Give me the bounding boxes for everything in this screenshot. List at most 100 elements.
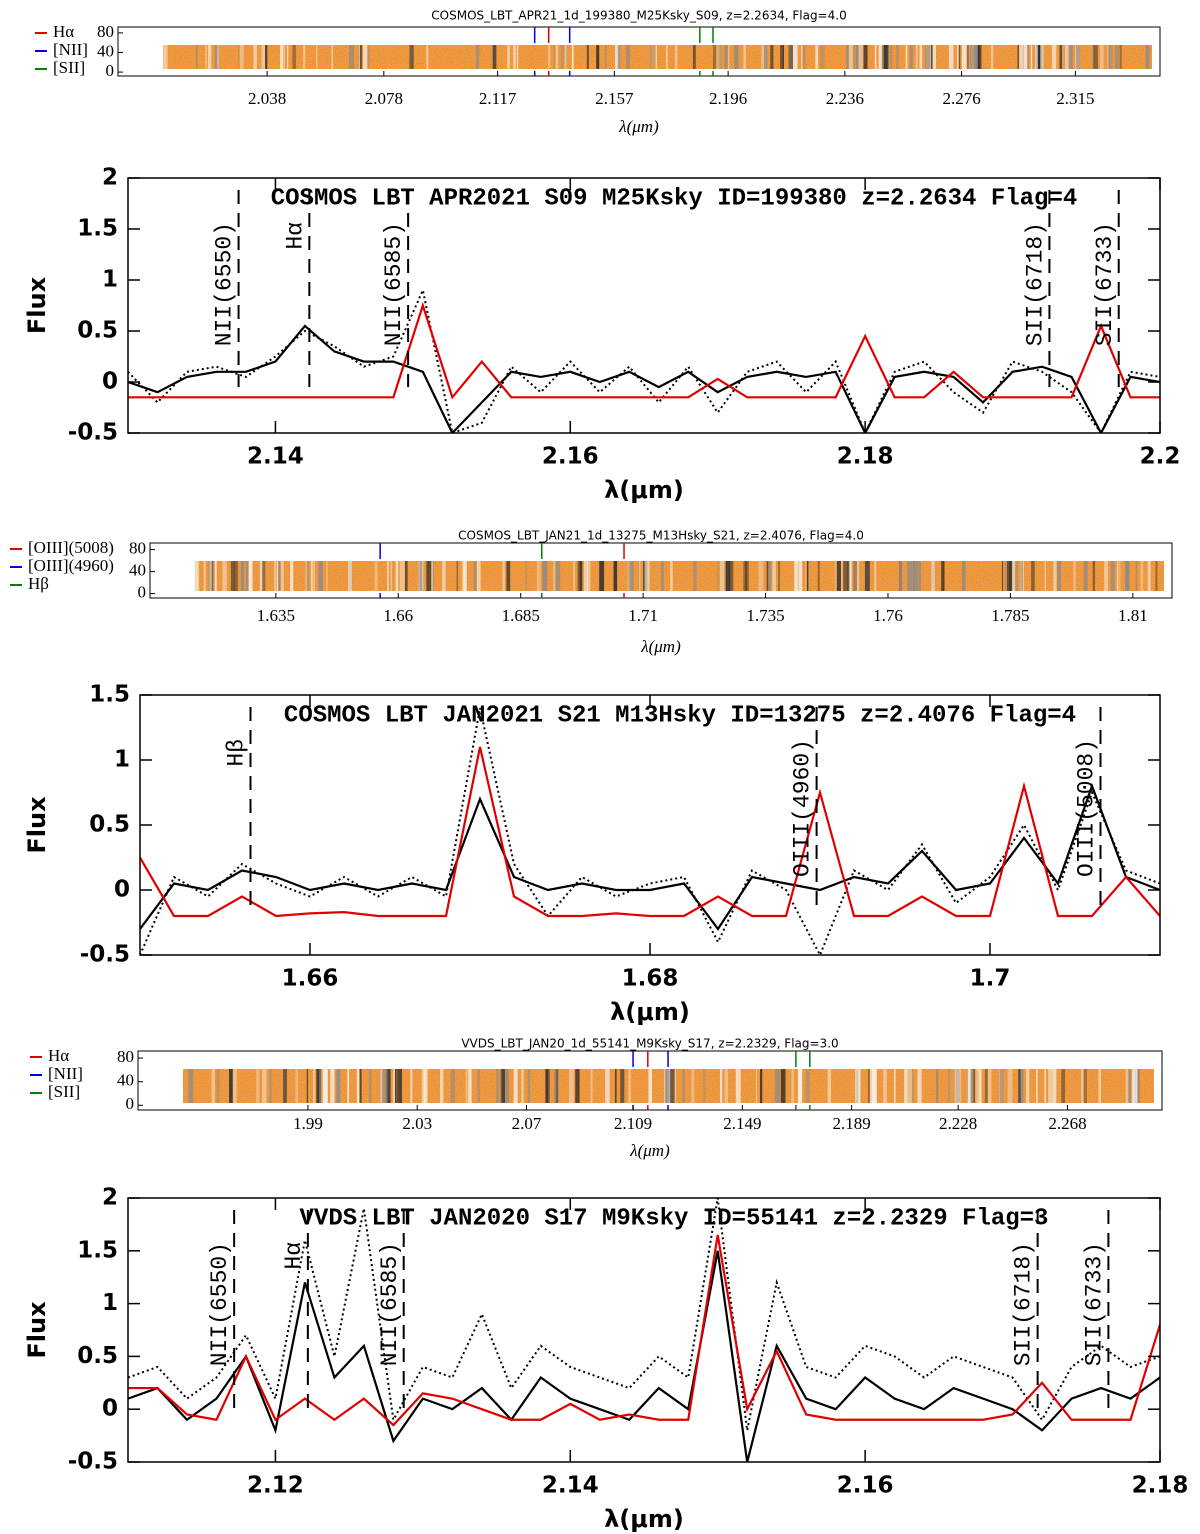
sky-residual [211,1069,215,1103]
sky-residual [961,45,967,69]
sky-residual [426,45,429,69]
axes-frame [127,1197,1161,1463]
sky-residual [1083,1069,1087,1103]
sky-residual [1107,45,1111,69]
x-axis-label: λ(μm) [640,637,681,656]
sky-residual [316,1069,321,1103]
sky-residual [639,561,641,591]
image-noise [195,561,1164,591]
sky-residual [1057,561,1061,591]
sky-residual [1008,561,1013,591]
sky-residual [1053,561,1057,591]
x-tick-label: 2.276 [942,89,980,108]
sky-residual [555,1069,558,1103]
x-tick-label: 1.81 [1118,606,1148,625]
x-tick-label: 1.71 [628,606,658,625]
sky-residual [856,1069,861,1103]
sky-residual [506,561,511,591]
y-tick-label: -0.5 [80,942,130,968]
legend-label: [SII] [53,58,85,77]
sky-residual [214,45,219,69]
sky-residual [894,1069,896,1103]
sky-residual [410,1069,413,1103]
x-tick-label: 2.196 [709,89,747,108]
x-tick-label: 2.078 [365,89,403,108]
legend-label: Hβ [28,574,49,593]
sky-residual [394,1069,397,1103]
sky-residual [794,561,799,591]
sky-residual [954,1069,957,1103]
emission-line-label: NII(6550) [207,1242,233,1366]
emission-line-label: SII(6733) [1081,1242,1107,1366]
sky-residual [664,1069,670,1103]
sky-residual [577,561,582,591]
y-axis-label: Flux [23,276,51,334]
x-tick-label: 2.268 [1048,1114,1086,1133]
sky-residual [604,45,607,69]
sky-residual [745,561,749,591]
sky-residual [931,561,935,591]
sky-residual [397,1069,403,1103]
x-tick-label: 2.07 [512,1114,542,1133]
sky-residual [347,1069,350,1103]
x-tick-label: 2.12 [247,1473,304,1499]
sky-residual [1147,561,1151,591]
sky-residual [936,1069,939,1103]
sky-residual [374,561,378,591]
x-tick-label: 1.685 [502,606,540,625]
sky-residual [586,561,591,591]
sky-residual [912,561,917,591]
sky-residual [1124,561,1130,591]
sky-residual [1004,561,1009,591]
sky-residual [728,561,734,591]
x-tick-label: 2.18 [1132,1473,1189,1499]
legend-label: Hα [48,1046,69,1065]
emission-line-label: SII(6733) [1092,222,1118,346]
plot-area [128,1198,1160,1462]
y-tick-label: 80 [117,1047,134,1066]
sky-residual [724,1069,728,1103]
sky-residual [727,45,730,69]
sky-residual [1061,1069,1066,1103]
spectrum-line [128,1250,1160,1462]
sky-residual [399,561,405,591]
x-tick-label: 1.735 [746,606,784,625]
spectrum-line [128,324,1160,433]
sky-residual [230,561,236,591]
sky-residual [652,45,654,69]
sky-residual [999,1069,1004,1103]
sky-residual [331,45,333,69]
sky-residual [188,1069,194,1103]
sky-residual [858,45,863,69]
sky-residual [670,561,673,591]
sky-residual [554,1069,557,1103]
sky-residual [1083,561,1088,591]
x-tick-label: 2.228 [939,1114,977,1133]
sky-residual [283,45,285,69]
sky-residual [205,45,208,69]
sky-residual [1017,45,1020,69]
sky-residual [798,561,803,591]
sky-residual [806,561,809,591]
emission-line-label: SII(6718) [1011,1242,1037,1366]
x-tick-label: 2.109 [614,1114,652,1133]
y-tick-label: 0.5 [89,812,130,838]
sky-residual [1119,561,1121,591]
sky-residual [553,45,556,69]
sky-residual [253,45,257,69]
sky-residual [261,45,266,69]
sky-residual [442,561,446,591]
sky-residual [805,1069,810,1103]
sky-residual [878,45,882,69]
sky-residual [450,1069,455,1103]
sky-residual [525,561,528,591]
x-tick-label: 1.66 [383,606,413,625]
y-tick-label: 1 [102,267,118,293]
sky-residual [1135,561,1138,591]
spectrum-line [128,1234,1160,1427]
legend-label: Hα [53,22,74,41]
sky-residual [907,561,911,591]
sky-residual [908,1069,913,1103]
sky-residual [846,561,850,591]
